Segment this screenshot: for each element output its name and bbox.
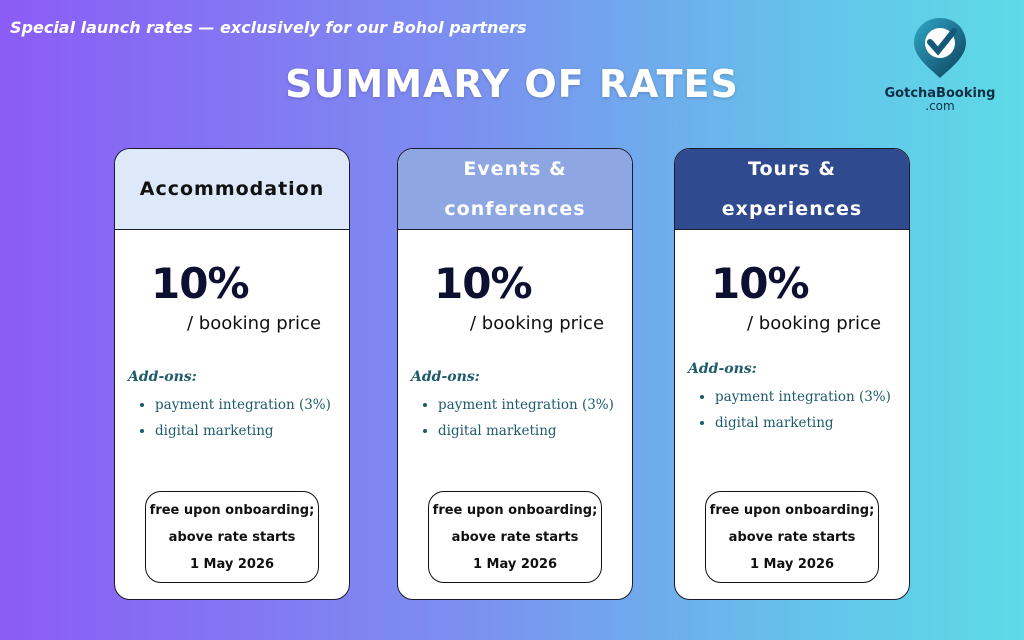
rate: 10% (151, 259, 250, 308)
addon-item: digital marketing (715, 415, 891, 431)
note-line: free upon onboarding; (432, 502, 598, 518)
rate: 10% (711, 259, 810, 308)
rate-unit: / booking price (747, 313, 882, 334)
rate-card: Tours & experiences 10% / booking price Add… (674, 148, 910, 600)
logo: GotchaBooking .com (880, 14, 1000, 113)
note-line: free upon onboarding; (149, 502, 315, 518)
addon-item: payment integration (3%) (715, 389, 891, 405)
logo-icon (914, 18, 966, 78)
addons-list: payment integration (3%) digital marketin… (137, 397, 331, 449)
addon-item: payment integration (3%) (438, 397, 614, 413)
note-box: free upon onboarding; above rate starts 1 … (705, 491, 879, 583)
note-box: free upon onboarding; above rate starts 1 … (145, 491, 319, 583)
addon-item: payment integration (3%) (155, 397, 331, 413)
rate-card: Accommodation 10% / booking price Add-ons: p… (114, 148, 350, 600)
note-line: 1 May 2026 (189, 556, 275, 572)
note-line: above rate starts (728, 529, 856, 545)
addons-label: Add-ons: (688, 361, 757, 377)
card-title: Tours & experiences (675, 149, 909, 230)
note-line: free upon onboarding; (709, 502, 875, 518)
logo-name: GotchaBooking (884, 86, 996, 101)
note-line: above rate starts (168, 529, 296, 545)
addons-list: payment integration (3%) digital marketin… (420, 397, 614, 449)
note-box: free upon onboarding; above rate starts 1 … (428, 491, 602, 583)
addons-label: Add-ons: (411, 369, 480, 385)
rate-unit: / booking price (470, 313, 605, 334)
addons-label: Add-ons: (128, 369, 197, 385)
rate-card: Events & conferences 10% / booking price Ad… (397, 148, 633, 600)
card-title: Events & conferences (398, 149, 632, 230)
note-line: 1 May 2026 (749, 556, 835, 572)
page-title: SUMMARY OF RATES (285, 62, 739, 106)
note-line: 1 May 2026 (472, 556, 558, 572)
card-title: Accommodation (115, 149, 349, 230)
note-line: above rate starts (451, 529, 579, 545)
rate-unit: / booking price (187, 313, 322, 334)
rate: 10% (434, 259, 533, 308)
addon-item: digital marketing (155, 423, 331, 439)
logo-suffix: .com (925, 99, 955, 113)
addon-item: digital marketing (438, 423, 614, 439)
tagline: Special launch rates — exclusively for o… (10, 18, 527, 37)
addons-list: payment integration (3%) digital marketin… (697, 389, 891, 441)
